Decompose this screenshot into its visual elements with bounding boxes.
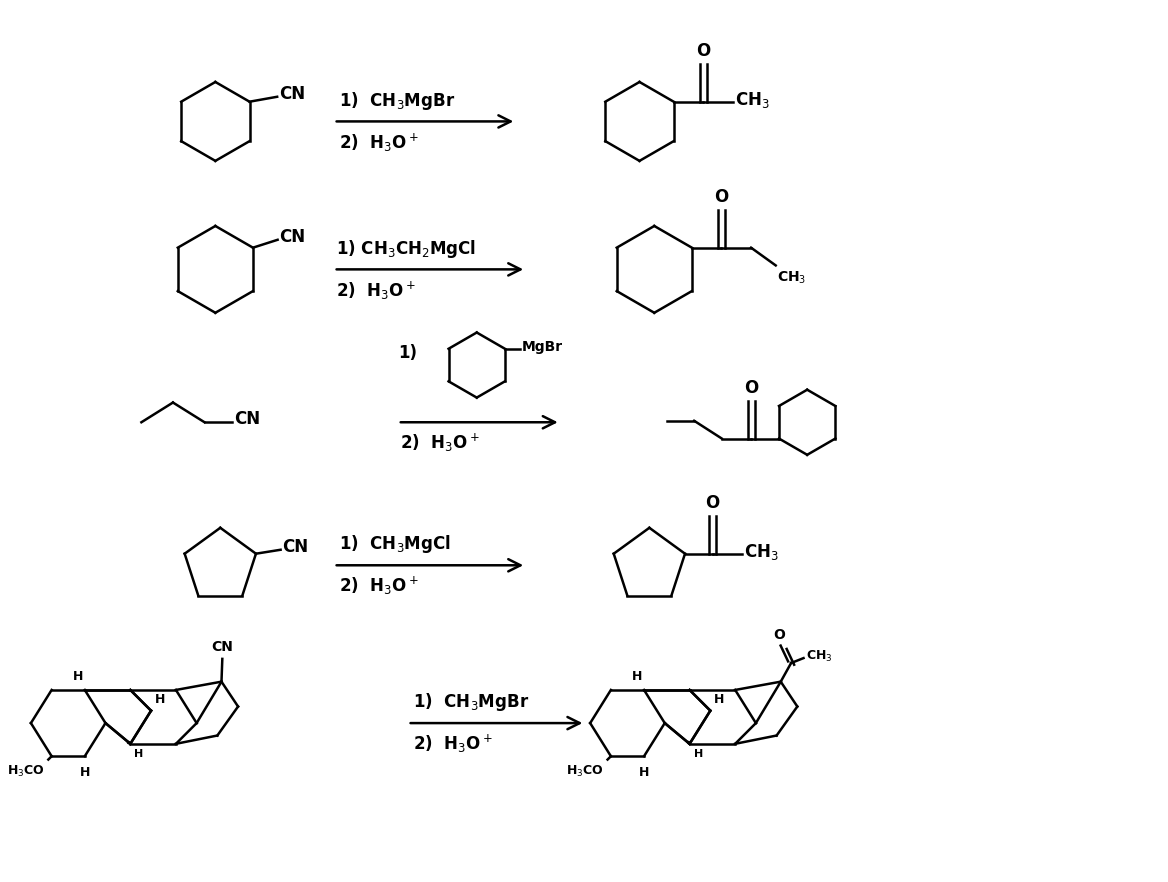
- Text: CN: CN: [279, 85, 305, 103]
- Text: CN: CN: [234, 410, 260, 429]
- Text: 2)  H$_3$O$^+$: 2) H$_3$O$^+$: [399, 432, 480, 454]
- Text: CH$_3$: CH$_3$: [777, 269, 806, 286]
- Text: H: H: [134, 749, 144, 759]
- Text: 2)  H$_3$O$^+$: 2) H$_3$O$^+$: [339, 131, 418, 153]
- Text: O: O: [715, 188, 729, 206]
- Text: CH$_3$: CH$_3$: [806, 648, 832, 663]
- Text: H: H: [632, 670, 642, 683]
- Text: 1) CH$_3$CH$_2$MgCl: 1) CH$_3$CH$_2$MgCl: [335, 237, 475, 259]
- Text: H: H: [715, 692, 724, 706]
- Text: O: O: [705, 494, 719, 512]
- Text: O: O: [773, 628, 785, 642]
- Text: 1)  CH$_3$MgCl: 1) CH$_3$MgCl: [339, 534, 451, 556]
- Text: H: H: [72, 670, 83, 683]
- Text: CN: CN: [211, 640, 234, 654]
- Text: 1): 1): [398, 344, 417, 363]
- Text: CN: CN: [279, 228, 306, 246]
- Text: H: H: [79, 766, 90, 779]
- Text: 1)  CH$_3$MgBr: 1) CH$_3$MgBr: [412, 691, 529, 714]
- Text: MgBr: MgBr: [522, 340, 563, 354]
- Text: 1)  CH$_3$MgBr: 1) CH$_3$MgBr: [339, 90, 454, 111]
- Text: O: O: [744, 379, 758, 397]
- Text: 2)  H$_3$O$^+$: 2) H$_3$O$^+$: [412, 733, 493, 755]
- Text: CH$_3$: CH$_3$: [735, 90, 770, 109]
- Text: H: H: [155, 692, 166, 706]
- Text: CH$_3$: CH$_3$: [744, 542, 779, 562]
- Text: O: O: [696, 42, 710, 60]
- Text: H: H: [639, 766, 649, 779]
- Text: CN: CN: [283, 538, 308, 556]
- Text: 2)  H$_3$O$^+$: 2) H$_3$O$^+$: [339, 575, 418, 597]
- Text: H: H: [694, 749, 703, 759]
- Text: H$_3$CO: H$_3$CO: [566, 764, 604, 779]
- Text: 2)  H$_3$O$^+$: 2) H$_3$O$^+$: [335, 280, 416, 302]
- Text: H$_3$CO: H$_3$CO: [7, 764, 44, 779]
